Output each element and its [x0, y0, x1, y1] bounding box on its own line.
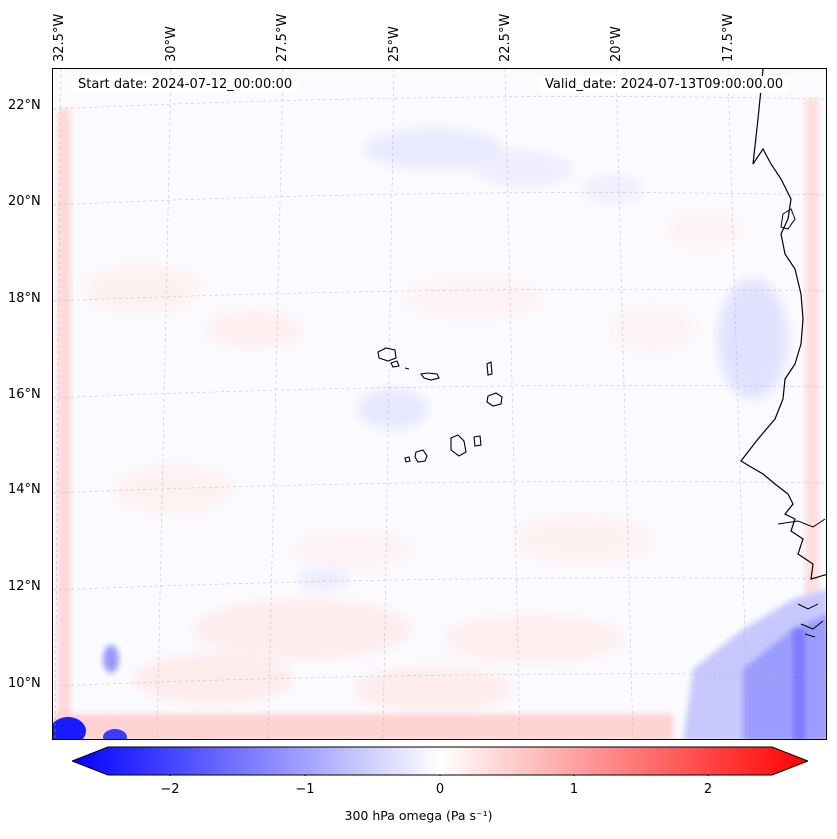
santo-antao	[377, 347, 397, 362]
cape-verde-islands	[377, 347, 503, 463]
valid-date-label: Valid_date: 2024-07-13T09:00:00.00	[539, 76, 790, 93]
left-edge-band	[57, 109, 71, 729]
start-date-label: Start date: 2024-07-12_00:00:00	[72, 76, 299, 93]
colorbar-label: 300 hPa omega (Pa s⁻¹)	[344, 808, 493, 823]
lon-label-25w: 25°W	[387, 26, 402, 62]
right-edge-band	[805, 99, 819, 599]
lat-label-10n: 10°N	[8, 676, 41, 691]
lat-label-22n: 22°N	[8, 98, 41, 113]
map-plot-area[interactable]	[52, 68, 827, 740]
omega-field-map	[53, 69, 826, 739]
lon-label-30w: 30°W	[164, 26, 179, 62]
colorbar-tick-2: 2	[703, 782, 713, 797]
santiago	[450, 434, 467, 457]
sao-nicolau	[420, 372, 440, 381]
lat-label-18n: 18°N	[8, 291, 41, 306]
colorbar	[72, 746, 808, 776]
santa-luzia	[404, 367, 410, 370]
colorbar-tick-0: 0	[435, 782, 445, 797]
lon-label-27-5w: 27.5°W	[275, 13, 290, 62]
positive-omega-patches	[83, 209, 743, 711]
southwest-blue-blobs	[53, 645, 127, 739]
negative-omega-patches	[298, 129, 788, 589]
lon-label-32-5w: 32.5°W	[52, 13, 67, 62]
colorbar-tick-1: 1	[569, 782, 579, 797]
southeast-blue-region	[683, 589, 826, 739]
lat-label-20n: 20°N	[8, 194, 41, 209]
colorbar-tick-minus-1: −1	[295, 782, 315, 797]
lon-label-17-5w: 17.5°W	[721, 13, 736, 62]
graticule	[53, 69, 826, 739]
lon-label-22-5w: 22.5°W	[498, 13, 513, 62]
lat-label-12n: 12°N	[8, 579, 41, 594]
brava	[404, 456, 411, 463]
bottom-edge-band	[53, 714, 673, 739]
african-coastline	[740, 69, 826, 580]
canary-island	[780, 208, 796, 230]
colorbar-body	[72, 746, 808, 776]
fogo	[414, 449, 428, 463]
bissagos-islands	[797, 603, 824, 638]
lat-label-14n: 14°N	[8, 482, 41, 497]
field-background	[53, 69, 826, 739]
maio	[473, 435, 482, 447]
sao-vicente	[390, 360, 400, 368]
gambia-coast	[777, 518, 826, 528]
colorbar-tick-minus-2: −2	[160, 782, 180, 797]
colorbar-ticks	[169, 775, 709, 776]
sal	[486, 361, 493, 376]
lat-label-16n: 16°N	[8, 387, 41, 402]
boa-vista	[486, 392, 503, 407]
lon-label-20w: 20°W	[609, 26, 624, 62]
